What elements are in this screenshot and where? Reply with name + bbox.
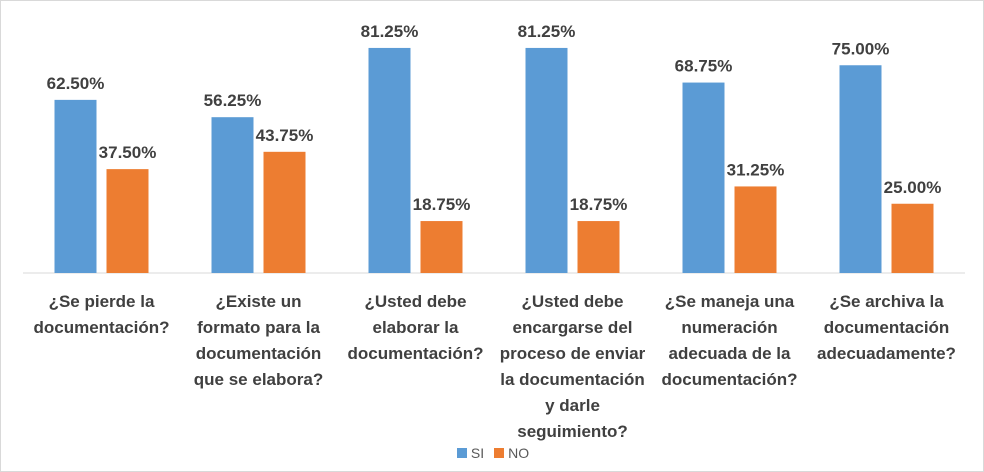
data-label-no-2: 43.75% bbox=[256, 126, 314, 145]
category-label-5: ¿Se maneja una numeración adecuada de la do… bbox=[661, 292, 797, 389]
data-label-no-3: 18.75% bbox=[413, 195, 471, 214]
bar-si-4 bbox=[525, 47, 568, 273]
legend-swatch-si bbox=[456, 448, 467, 458]
data-label-no-6: 25.00% bbox=[884, 178, 942, 197]
bar-si-3 bbox=[368, 47, 411, 273]
data-label-si-5: 68.75% bbox=[675, 57, 733, 76]
bar-si-6 bbox=[839, 65, 882, 273]
category-label-1: ¿Se pierde la documentación? bbox=[33, 292, 169, 337]
category-label-2: ¿Existe un formato para la documentación qu… bbox=[194, 292, 323, 389]
bar-no-1 bbox=[106, 169, 149, 273]
bar-no-5 bbox=[734, 186, 777, 273]
data-label-si-2: 56.25% bbox=[204, 91, 262, 110]
data-label-no-4: 18.75% bbox=[570, 195, 628, 214]
legend-item-si: SI bbox=[456, 445, 485, 461]
bar-chart: 62.50% 37.50% ¿Se pierde la documentación? 5… bbox=[23, 22, 965, 441]
bar-si-2 bbox=[211, 117, 254, 273]
legend-swatch-no bbox=[494, 448, 505, 458]
legend: SI NO bbox=[1, 443, 984, 463]
data-label-no-1: 37.50% bbox=[99, 143, 157, 162]
category-label-3: ¿Usted debe elaborar la documentación? bbox=[347, 292, 483, 363]
bar-si-5 bbox=[682, 82, 725, 273]
bar-no-4 bbox=[577, 221, 620, 273]
data-label-si-1: 62.50% bbox=[47, 74, 105, 93]
data-label-no-5: 31.25% bbox=[727, 160, 785, 179]
data-label-si-3: 81.25% bbox=[361, 22, 419, 41]
data-label-si-4: 81.25% bbox=[518, 22, 576, 41]
bar-no-6 bbox=[891, 203, 934, 273]
bar-si-1 bbox=[54, 99, 97, 273]
bar-no-2 bbox=[263, 151, 306, 273]
category-label-6: ¿Se archiva la documentación adecuadamente… bbox=[817, 292, 956, 363]
legend-label-si: SI bbox=[470, 445, 485, 461]
legend-label-no: NO bbox=[508, 445, 530, 461]
bar-no-3 bbox=[420, 221, 463, 273]
legend-item-no: NO bbox=[494, 445, 529, 461]
data-label-si-6: 75.00% bbox=[832, 39, 890, 58]
category-label-4: ¿Usted debe encargarse del proceso de envi… bbox=[500, 292, 646, 441]
